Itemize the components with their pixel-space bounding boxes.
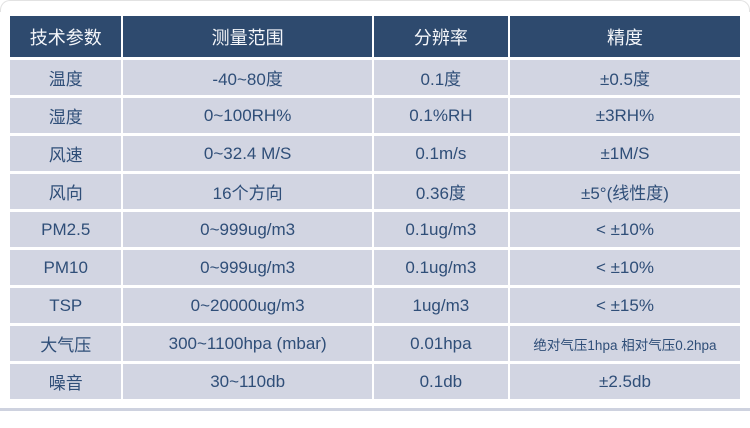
table-row: PM10 0~999ug/m3 0.1ug/m3 < ±10% xyxy=(7,247,743,288)
value-cell: < ±10% xyxy=(507,209,743,250)
value-cell: 0.1m/s xyxy=(371,133,510,174)
column-header: 技术参数 xyxy=(7,13,124,60)
table-row: 噪音 30~110db 0.1db ±2.5db xyxy=(7,361,743,402)
parameter-cell: PM2.5 xyxy=(7,209,124,250)
header-row: 技术参数 测量范围 分辨率 精度 xyxy=(7,13,743,60)
column-header: 测量范围 xyxy=(121,13,374,60)
table-row: 湿度 0~100RH% 0.1%RH ±3RH% xyxy=(7,95,743,136)
value-cell: 0~32.4 M/S xyxy=(121,133,374,174)
parameter-cell: 湿度 xyxy=(7,95,124,136)
value-cell: 绝对气压1hpa 相对气压0.2hpa xyxy=(507,323,743,364)
column-header: 分辨率 xyxy=(371,13,510,60)
parameter-cell: 风速 xyxy=(7,133,124,174)
value-cell: 0.01hpa xyxy=(371,323,510,364)
table-row: 风速 0~32.4 M/S 0.1m/s ±1M/S xyxy=(7,133,743,174)
parameter-cell: 噪音 xyxy=(7,361,124,402)
table-header: 技术参数 测量范围 分辨率 精度 xyxy=(7,13,743,60)
parameter-cell: 风向 xyxy=(7,171,124,212)
value-cell: 0~20000ug/m3 xyxy=(121,285,374,326)
value-cell: ±1M/S xyxy=(507,133,743,174)
value-cell: 0~999ug/m3 xyxy=(121,247,374,288)
parameter-cell: 温度 xyxy=(7,57,124,98)
bottom-divider-line xyxy=(0,408,750,411)
value-cell: ±2.5db xyxy=(507,361,743,402)
value-cell: < ±10% xyxy=(507,247,743,288)
table-row: 风向 16个方向 0.36度 ±5°(线性度) xyxy=(7,171,743,212)
column-header: 精度 xyxy=(507,13,743,60)
value-cell: 0.1度 xyxy=(371,57,510,98)
value-cell: < ±15% xyxy=(507,285,743,326)
value-cell: 16个方向 xyxy=(121,171,374,212)
value-cell: 0~999ug/m3 xyxy=(121,209,374,250)
card-top-border xyxy=(0,0,750,12)
value-cell: 0.1ug/m3 xyxy=(371,209,510,250)
table-row: 大气压 300~1100hpa (mbar) 0.01hpa 绝对气压1hpa 相对气… xyxy=(7,323,743,364)
table-row: PM2.5 0~999ug/m3 0.1ug/m3 < ±10% xyxy=(7,209,743,250)
value-cell: 30~110db xyxy=(121,361,374,402)
value-cell: 1ug/m3 xyxy=(371,285,510,326)
table-row: TSP 0~20000ug/m3 1ug/m3 < ±15% xyxy=(7,285,743,326)
table-body: 温度 -40~80度 0.1度 ±0.5度 湿度 0~100RH% 0.1%RH ±3RH% 风… xyxy=(7,57,743,402)
value-cell: ±0.5度 xyxy=(507,57,743,98)
value-cell: 300~1100hpa (mbar) xyxy=(121,323,374,364)
value-cell: 0.1ug/m3 xyxy=(371,247,510,288)
value-cell: 0.1db xyxy=(371,361,510,402)
parameter-cell: 大气压 xyxy=(7,323,124,364)
value-cell: ±3RH% xyxy=(507,95,743,136)
parameter-cell: PM10 xyxy=(7,247,124,288)
table-row: 温度 -40~80度 0.1度 ±0.5度 xyxy=(7,57,743,98)
parameter-cell: TSP xyxy=(7,285,124,326)
value-cell: -40~80度 xyxy=(121,57,374,98)
value-cell: 0.36度 xyxy=(371,171,510,212)
value-cell: ±5°(线性度) xyxy=(507,171,743,212)
technical-specs-table: 技术参数 测量范围 分辨率 精度 温度 -40~80度 0.1度 ±0.5度 湿度 0~100R… xyxy=(7,13,743,402)
value-cell: 0.1%RH xyxy=(371,95,510,136)
value-cell: 0~100RH% xyxy=(121,95,374,136)
